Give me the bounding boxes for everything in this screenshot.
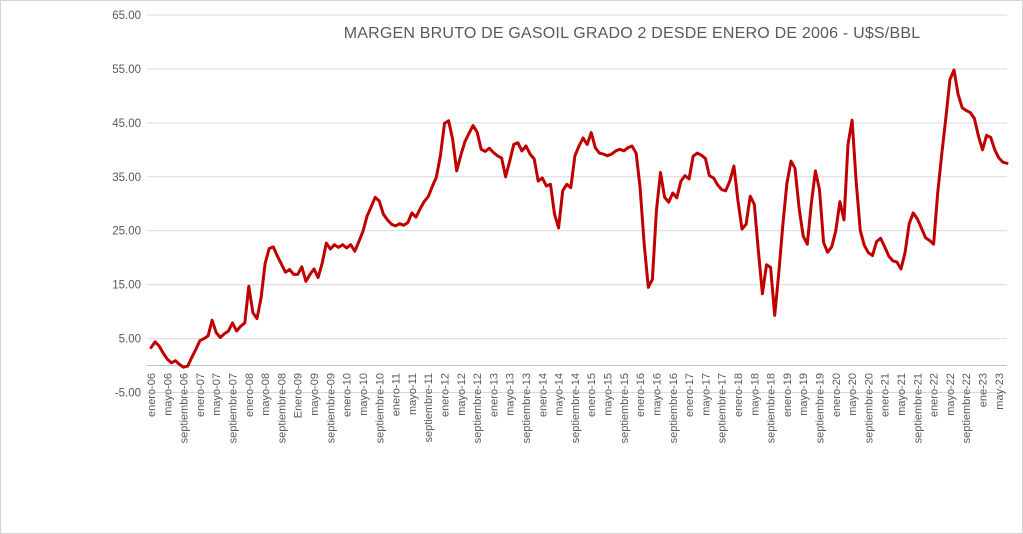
gridlines — [147, 14, 1007, 393]
x-tick-label: enero-16 — [635, 373, 647, 417]
x-tick-label: septiembre-19 — [814, 373, 826, 443]
x-tick-label: enero-12 — [439, 373, 451, 417]
x-tick-label: septiembre-15 — [619, 373, 631, 443]
x-tick-label: enero-18 — [733, 373, 745, 417]
x-tick-label: mayo-20 — [847, 373, 859, 416]
x-tick-label: enero-11 — [391, 373, 403, 416]
y-axis-labels: 65.00 55.00 45.00 35.00 25.00 15.00 5.00 -5.00 — [112, 10, 141, 400]
x-tick-label: mayo-08 — [260, 373, 272, 416]
x-tick-label: enero-19 — [782, 373, 794, 417]
x-tick-label: may-23 — [994, 373, 1006, 410]
x-tick-label: enero-15 — [586, 373, 598, 417]
x-tick-label: septiembre-16 — [668, 373, 680, 443]
x-tick-label: mayo-09 — [309, 373, 321, 416]
x-tick-label: mayo-16 — [651, 373, 663, 416]
x-tick-label: enero-14 — [537, 373, 549, 417]
data-line-series — [149, 68, 1009, 369]
x-tick-label: enero-17 — [684, 373, 696, 417]
x-tick-label: enero-13 — [488, 373, 500, 417]
x-tick-label: enero-10 — [342, 373, 354, 417]
x-tick-label: septiembre-06 — [179, 373, 191, 443]
x-tick-label: septiembre-20 — [863, 373, 875, 443]
x-tick-label: septiembre-22 — [961, 373, 973, 443]
x-tick-label: ene-23 — [978, 373, 990, 407]
x-tick-label: septiembre-12 — [472, 373, 484, 443]
y-tick-label: -5.00 — [115, 388, 141, 400]
y-tick-label: 25.00 — [112, 226, 141, 238]
x-tick-label: septiembre-13 — [521, 373, 533, 443]
y-tick-label: 65.00 — [112, 10, 141, 22]
x-tick-label: enero-21 — [880, 373, 892, 417]
x-tick-label: septiembre-21 — [912, 373, 924, 443]
y-tick-label: 5.00 — [119, 334, 141, 346]
x-tick-label: enero-22 — [929, 373, 941, 417]
x-tick-label: mayo-07 — [211, 373, 223, 416]
x-tick-label: septiembre-09 — [325, 373, 337, 443]
y-tick-label: 35.00 — [112, 172, 141, 184]
y-tick-label: 55.00 — [112, 64, 141, 76]
x-tick-label: septiembre-07 — [228, 373, 240, 443]
x-tick-label: septiembre-18 — [766, 373, 778, 443]
x-tick-label: mayo-06 — [162, 373, 174, 416]
x-tick-label: mayo-18 — [749, 373, 761, 416]
chart-title: MARGEN BRUTO DE GASOIL GRADO 2 DESDE ENE… — [343, 25, 921, 42]
x-tick-label: septiembre-10 — [374, 373, 386, 443]
x-tick-label: mayo-12 — [456, 373, 468, 416]
y-tick-label: 45.00 — [112, 118, 141, 130]
x-tick-label: septiembre-08 — [276, 373, 288, 443]
x-tick-label: septiembre-14 — [570, 373, 582, 443]
x-tick-label: Enero-09 — [293, 373, 305, 418]
x-tick-label: mayo-21 — [896, 373, 908, 416]
x-tick-label: septiembre-17 — [717, 373, 729, 443]
x-tick-label: mayo-19 — [798, 373, 810, 416]
x-tick-label: enero-08 — [244, 373, 256, 417]
x-tick-label: mayo-13 — [505, 373, 517, 416]
x-tick-label: mayo-10 — [358, 373, 370, 416]
x-tick-label: mayo-15 — [603, 373, 615, 416]
x-tick-label: mayo-11 — [407, 373, 419, 415]
x-axis-labels: enero-06 mayo-06 septiembre-06 enero-07 mayo… — [146, 373, 1006, 443]
x-tick-label: enero-20 — [831, 373, 843, 417]
x-tick-label: mayo-14 — [554, 373, 566, 416]
x-tick-label: mayo-22 — [945, 373, 957, 416]
x-tick-label: septiembre-11 — [423, 373, 435, 443]
y-tick-label: 15.00 — [112, 280, 141, 292]
x-tick-label: enero-06 — [146, 373, 158, 417]
x-tick-label: mayo-17 — [700, 373, 712, 416]
x-tick-label: enero-07 — [195, 373, 207, 417]
